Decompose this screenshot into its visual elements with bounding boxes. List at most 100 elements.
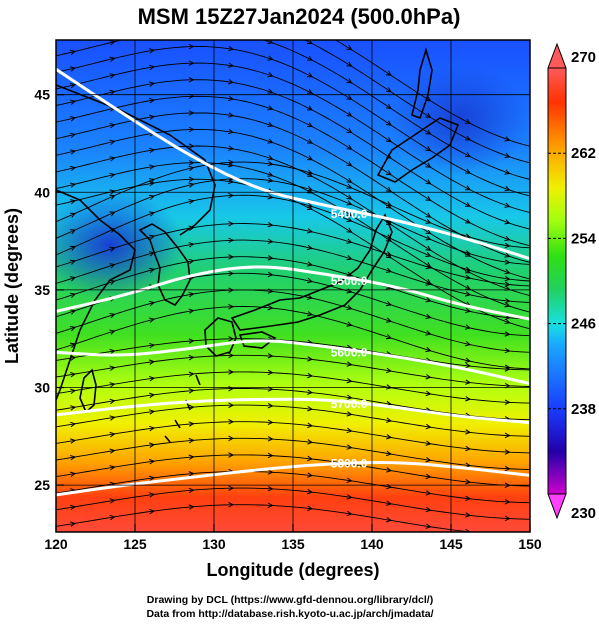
streamline-arrow <box>188 437 195 444</box>
streamline-arrow <box>149 475 156 482</box>
streamline-arrow <box>228 162 235 168</box>
streamline-arrow <box>465 202 471 207</box>
streamline-arrow <box>267 221 274 228</box>
streamline-arrow <box>149 251 156 257</box>
streamline-arrow <box>425 440 432 446</box>
streamline-arrow <box>149 459 156 465</box>
streamline-arrow <box>386 467 393 473</box>
streamline-arrow <box>386 450 393 457</box>
streamline-arrow <box>425 129 432 135</box>
streamline-arrow <box>307 505 314 511</box>
y-tick-label: 45 <box>34 87 50 103</box>
streamline-arrow <box>385 120 392 126</box>
streamline-arrow <box>267 402 274 409</box>
streamline-arrow <box>109 246 116 252</box>
streamline-arrow <box>149 234 156 240</box>
streamline-arrow <box>69 83 77 89</box>
streamline-arrow <box>425 473 432 480</box>
streamline-arrow <box>306 205 313 211</box>
streamline-arrow <box>385 186 392 192</box>
colorbar-bottom-arrow <box>547 493 567 520</box>
streamline-arrow <box>306 155 313 161</box>
streamline-arrow <box>69 49 77 56</box>
map-plot-area: 5400.0 5500.0 5600.0 5700.0 5800.0 <box>56 40 530 532</box>
streamline-arrow <box>307 72 313 78</box>
streamline-arrow <box>69 116 77 122</box>
streamline-arrow <box>425 245 432 251</box>
coastline-korea <box>138 223 191 307</box>
streamline-arrow <box>425 179 432 185</box>
streamline-arrow <box>149 81 156 87</box>
streamline-arrow <box>149 147 156 154</box>
streamline-arrow <box>504 252 511 258</box>
streamline-arrow <box>425 390 432 397</box>
contour-label: 5800.0 <box>331 457 368 471</box>
streamline-arrow <box>346 304 353 311</box>
streamline-arrow <box>109 40 116 46</box>
streamline-arrow <box>465 185 471 191</box>
streamline-arrow <box>346 477 353 483</box>
streamline-arrow <box>69 199 77 205</box>
streamline-arrow <box>306 294 314 300</box>
streamline-arrow <box>69 309 77 315</box>
streamline-arrow <box>346 494 353 500</box>
streamline-arrow <box>306 277 314 284</box>
coastline-shikoku <box>238 331 277 349</box>
streamline-arrow <box>149 114 156 120</box>
streamline-arrow <box>70 388 77 395</box>
streamline-arrow <box>385 87 392 93</box>
streamline-arrow <box>228 402 235 408</box>
streamline-arrow <box>188 143 195 149</box>
streamline-arrow <box>346 255 353 261</box>
streamline-arrow <box>267 304 274 311</box>
streamline-arrow <box>465 379 472 385</box>
streamline-arrow <box>504 347 511 354</box>
streamline-arrow <box>464 341 472 347</box>
streamline-arrow <box>504 331 511 337</box>
streamline-arrow <box>504 269 511 275</box>
streamline-arrow <box>425 523 432 529</box>
streamline-arrow <box>386 434 393 440</box>
coastline-honshu <box>230 213 393 331</box>
streamline-arrow <box>306 171 313 177</box>
streamline-arrow <box>306 311 314 317</box>
coastline-china <box>56 189 136 401</box>
streamline-arrow <box>346 427 353 434</box>
contour-label: 5700.0 <box>331 397 368 411</box>
streamline-arrow <box>109 514 116 521</box>
streamline-arrow <box>425 346 432 353</box>
streamline-arrow <box>307 55 313 61</box>
streamline-arrow <box>307 472 314 478</box>
streamline-arrow <box>306 244 314 251</box>
height-contours: 5400.0 5500.0 5600.0 5700.0 5800.0 <box>56 68 530 497</box>
colorbar-top-arrow <box>547 42 567 69</box>
streamline-arrow <box>188 199 195 205</box>
contour-line <box>56 265 530 321</box>
streamline-arrow <box>109 123 116 129</box>
streamline-arrow <box>109 448 116 454</box>
streamline-arrow <box>385 253 392 259</box>
streamline-arrow <box>109 415 116 421</box>
streamline-arrow <box>346 238 353 244</box>
streamline-arrow <box>504 465 511 472</box>
streamline-arrow <box>109 313 116 319</box>
streamline-arrow <box>69 245 77 251</box>
colorbar-tick-label: 262 <box>571 145 596 162</box>
streamline-arrow <box>346 211 353 217</box>
streamline-arrow <box>188 308 195 314</box>
streamline-arrow <box>148 300 156 307</box>
streamline-arrow <box>385 334 393 340</box>
y-tick-label: 35 <box>34 282 50 298</box>
x-tick-label: 135 <box>281 536 305 552</box>
y-tick-label: 30 <box>34 380 50 396</box>
streamline-arrow <box>69 99 77 105</box>
streamline-arrow <box>386 517 393 523</box>
streamline-arrow <box>69 182 77 188</box>
colorbar-bar <box>547 67 567 495</box>
footer-credit-dcl: Drawing by DCL (https://www.gfd-dennou.o… <box>147 594 433 606</box>
streamline-arrow <box>228 95 235 102</box>
streamline-arrow <box>109 228 116 234</box>
colorbar-tick-label: 246 <box>571 316 596 333</box>
streamline-arrow <box>69 66 77 72</box>
streamline-arrow <box>228 352 235 359</box>
